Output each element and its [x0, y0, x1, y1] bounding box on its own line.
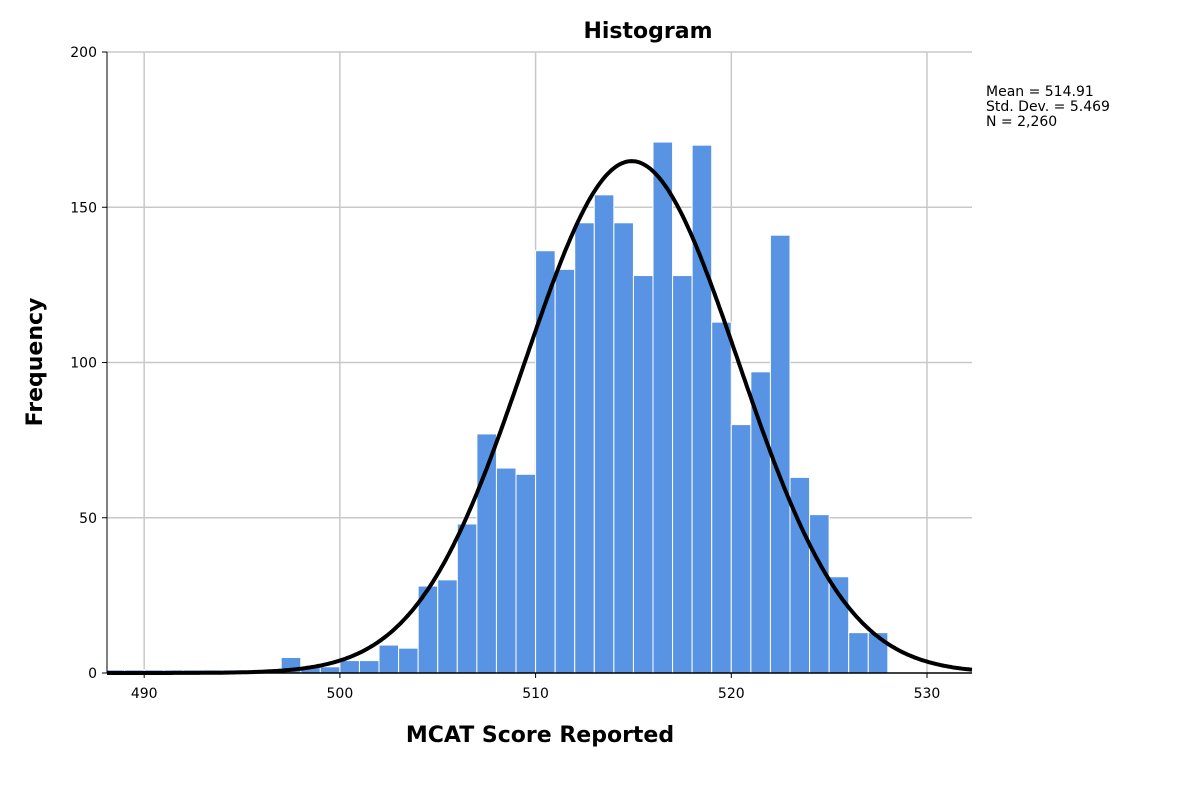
x-tick-label: 520 [718, 686, 745, 702]
y-axis-label: Frequency [23, 298, 48, 427]
histogram-bar [358, 660, 380, 674]
histogram-bar [613, 222, 634, 674]
y-tick-label: 150 [70, 200, 97, 216]
histogram-bar [437, 579, 458, 674]
histogram-bar [672, 275, 693, 674]
histogram-bar [691, 144, 713, 674]
y-tick-label: 50 [79, 511, 97, 527]
x-axis-ticks: 490 500 510 520 530 [131, 673, 941, 702]
histogram-bar [593, 194, 615, 674]
histogram-bar [632, 275, 654, 674]
histogram-bar [456, 523, 478, 674]
histogram-bars [106, 141, 889, 674]
stats-box: Mean = 514.91 Std. Dev. = 5.469 N = 2,26… [986, 84, 1110, 130]
y-tick-label: 200 [70, 45, 97, 61]
histogram-bar [398, 647, 419, 674]
histogram-bar [652, 141, 674, 674]
histogram-bar [554, 268, 576, 674]
x-tick-label: 490 [131, 686, 158, 702]
histogram-bar [574, 222, 595, 674]
chart-title: Histogram [583, 19, 712, 44]
x-tick-label: 530 [914, 686, 941, 702]
stat-n: N = 2,260 [986, 114, 1057, 130]
histogram-bar [711, 321, 732, 674]
y-tick-label: 100 [70, 356, 97, 372]
y-axis-ticks: 0 50 100 150 200 [70, 45, 107, 682]
histogram-bar [535, 250, 556, 674]
x-axis-label: MCAT Score Reported [406, 723, 674, 748]
histogram-bar [848, 632, 869, 674]
histogram-bar [809, 514, 830, 674]
histogram-bar [339, 660, 360, 674]
stat-mean: Mean = 514.91 [986, 84, 1094, 100]
histogram-bar [515, 473, 537, 674]
histogram-bar [378, 644, 400, 674]
normal-curve [107, 159, 973, 675]
x-tick-label: 510 [522, 686, 549, 702]
histogram-bar [495, 467, 517, 674]
histogram-bar [769, 234, 791, 674]
histogram-bar [730, 424, 752, 674]
x-tick-label: 500 [327, 686, 354, 702]
histogram-bar [319, 666, 341, 674]
y-tick-label: 0 [88, 666, 97, 682]
histogram-bar [750, 371, 771, 674]
stat-std-dev: Std. Dev. = 5.469 [986, 99, 1110, 115]
